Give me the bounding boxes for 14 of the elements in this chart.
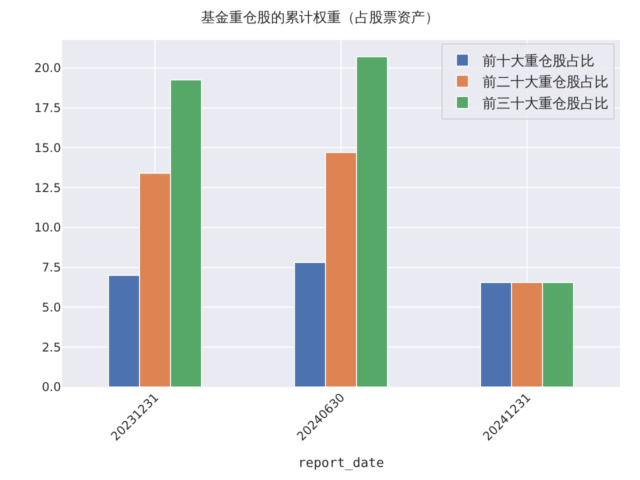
y-tick-label: 7.5	[42, 260, 61, 275]
y-tick-label: 17.5	[34, 101, 61, 115]
legend-label: 前十大重仓股占比	[482, 54, 594, 70]
y-tick-label: 12.5	[34, 180, 61, 195]
x-axis-title: report_date	[298, 456, 384, 472]
y-tick-label: 20.0	[34, 61, 61, 76]
chart-title: 基金重仓股的累计权重（占股票资产）	[201, 10, 439, 26]
y-tick-label: 5.0	[42, 300, 61, 314]
y-tick-label: 15.0	[34, 140, 61, 155]
y-tick-label: 0.0	[42, 380, 61, 394]
legend-label: 前二十大重仓股占比	[482, 74, 608, 91]
y-tick-label: 2.5	[42, 340, 61, 354]
legend-label: 前三十大重仓股占比	[482, 96, 608, 112]
y-tick-label: 10.0	[34, 220, 61, 235]
